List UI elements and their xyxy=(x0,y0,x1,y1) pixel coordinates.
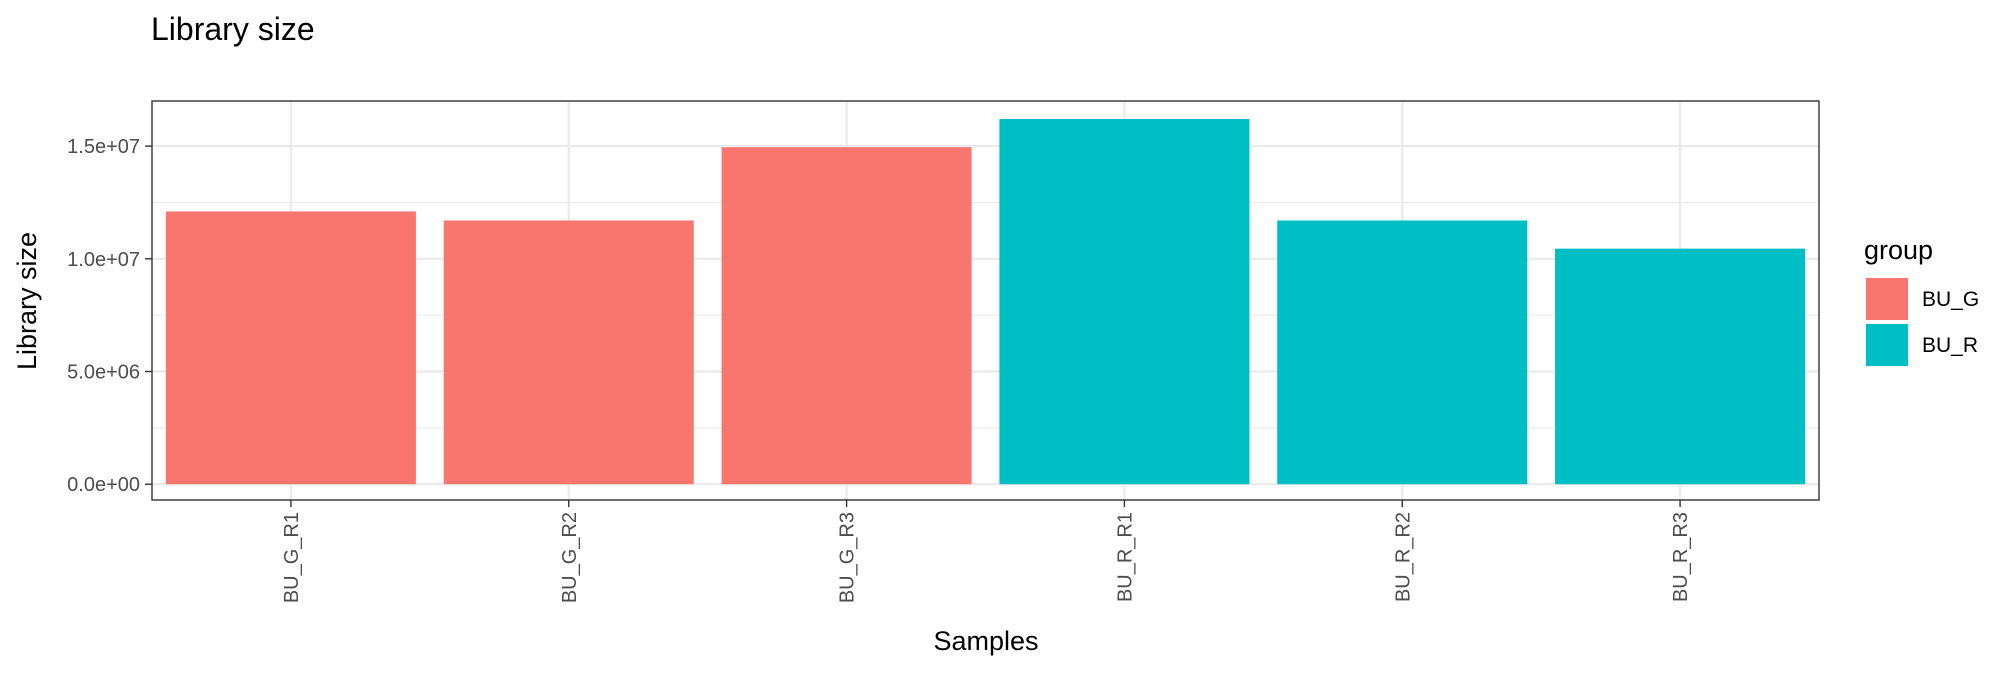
legend-label: BU_R xyxy=(1922,334,1978,357)
y-axis-title: Library size xyxy=(12,232,42,370)
bar-BU_R_R3 xyxy=(1555,248,1806,485)
legend-title: group xyxy=(1864,235,1933,265)
bar-BU_G_R2 xyxy=(443,220,694,485)
x-axis-title: Samples xyxy=(933,626,1038,656)
x-tick-label: BU_G_R1 xyxy=(281,512,303,603)
plot-border xyxy=(151,100,1820,501)
bar-BU_G_R1 xyxy=(165,211,416,485)
bars xyxy=(165,119,1806,485)
x-tick-label: BU_G_R3 xyxy=(837,512,859,603)
y-tick-label: 1.0e+07 xyxy=(67,249,140,271)
x-tick-label: BU_R_R2 xyxy=(1392,512,1414,602)
legend-key-BU_G xyxy=(1866,278,1908,320)
y-axis: 0.0e+00 5.0e+06 1.0e+07 1.5e+07 xyxy=(67,136,152,496)
bar-BU_G_R3 xyxy=(721,147,972,485)
x-tick-label: BU_R_R3 xyxy=(1670,512,1692,602)
x-axis: BU_G_R1 BU_G_R2 BU_G_R3 BU_R_R1 BU_R_R2 BU_R_… xyxy=(281,500,1692,603)
legend-label: BU_G xyxy=(1922,288,1979,311)
chart-title: Library size xyxy=(151,11,315,47)
y-tick-label: 5.0e+06 xyxy=(67,362,140,384)
y-tick-label: 1.5e+07 xyxy=(67,136,140,158)
legend: group BU_G BU_R xyxy=(1864,235,1979,366)
legend-key-BU_R xyxy=(1866,324,1908,366)
x-tick-label: BU_G_R2 xyxy=(559,512,581,603)
x-tick-label: BU_R_R1 xyxy=(1114,512,1136,602)
y-tick-label: 0.0e+00 xyxy=(67,474,140,496)
plot-panel xyxy=(152,101,1819,500)
bar-BU_R_R1 xyxy=(999,119,1250,485)
bar-BU_R_R2 xyxy=(1277,220,1528,485)
